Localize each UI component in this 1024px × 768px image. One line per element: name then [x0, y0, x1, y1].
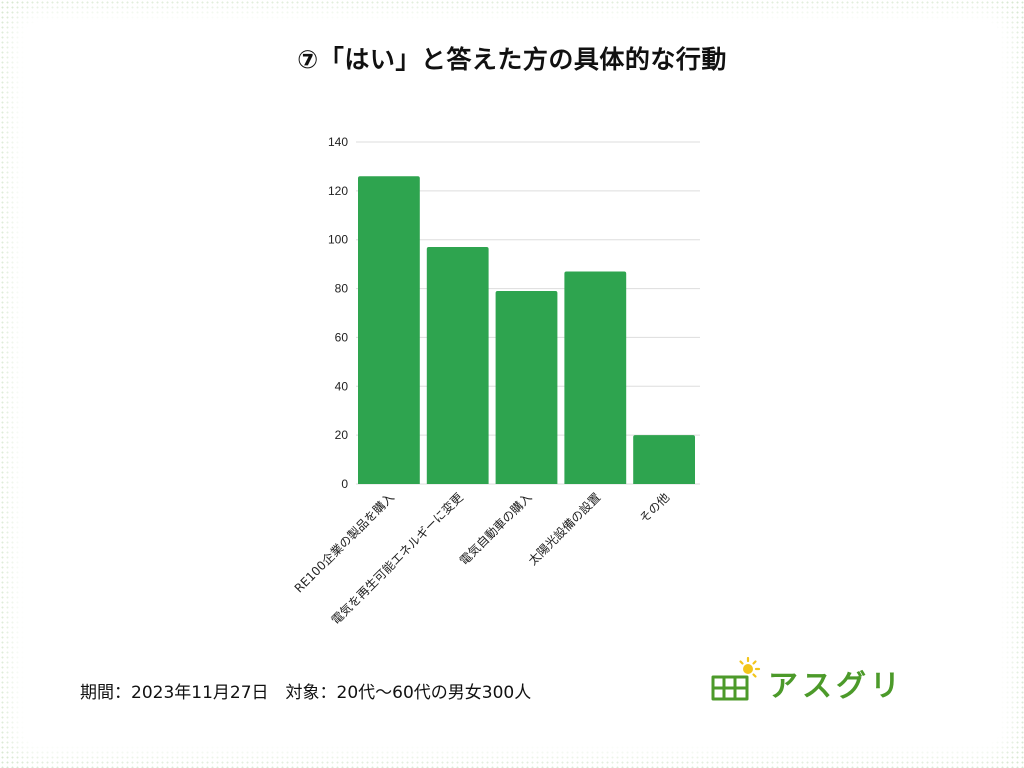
y-tick-label: 40 — [335, 379, 349, 393]
page-title: ⑦「はい」と答えた方の具体的な行動 — [297, 45, 727, 74]
x-tick-label: 電気を再生可能エネルギーに変更 — [328, 490, 466, 628]
period-label: 期間： — [80, 683, 131, 703]
sun-icon — [739, 657, 761, 678]
y-tick-label: 60 — [335, 330, 349, 344]
x-tick-label: その他 — [637, 490, 672, 525]
chart-bars — [358, 176, 695, 484]
solar-panel-sun-icon — [711, 657, 761, 701]
target-value: 20代〜60代の男女300人 — [336, 683, 532, 703]
info-spacer — [269, 683, 286, 703]
y-tick-label: 140 — [328, 135, 348, 149]
y-axis-ticks: 0 20 40 60 80 100 120 140 — [328, 135, 348, 491]
bar — [564, 271, 627, 484]
x-axis-ticks: RE100企業の製品を購入電気を再生可能エネルギーに変更電気自動車の購入太陽光設… — [291, 490, 672, 628]
brand-logo: アスグリ — [710, 657, 910, 705]
period-value: 2023年11月27日 — [131, 683, 269, 703]
bar — [495, 291, 558, 484]
y-tick-label: 20 — [335, 428, 349, 442]
target-label: 対象： — [285, 683, 337, 703]
x-tick-label: 太陽光設備の設置 — [525, 490, 603, 568]
bar — [358, 176, 420, 484]
y-tick-label: 100 — [328, 233, 348, 247]
y-tick-label: 120 — [328, 184, 348, 198]
solar-panel-icon — [711, 675, 749, 701]
x-tick-label: 電気自動車の購入 — [456, 490, 534, 568]
survey-info: 期間：2023年11月27日 対象：20代〜60代の男女300人 — [80, 678, 531, 703]
bar — [633, 435, 695, 484]
bar — [426, 247, 489, 484]
y-tick-label: 0 — [341, 477, 348, 491]
y-tick-label: 80 — [335, 282, 349, 296]
brand-name: アスグリ — [768, 669, 904, 704]
